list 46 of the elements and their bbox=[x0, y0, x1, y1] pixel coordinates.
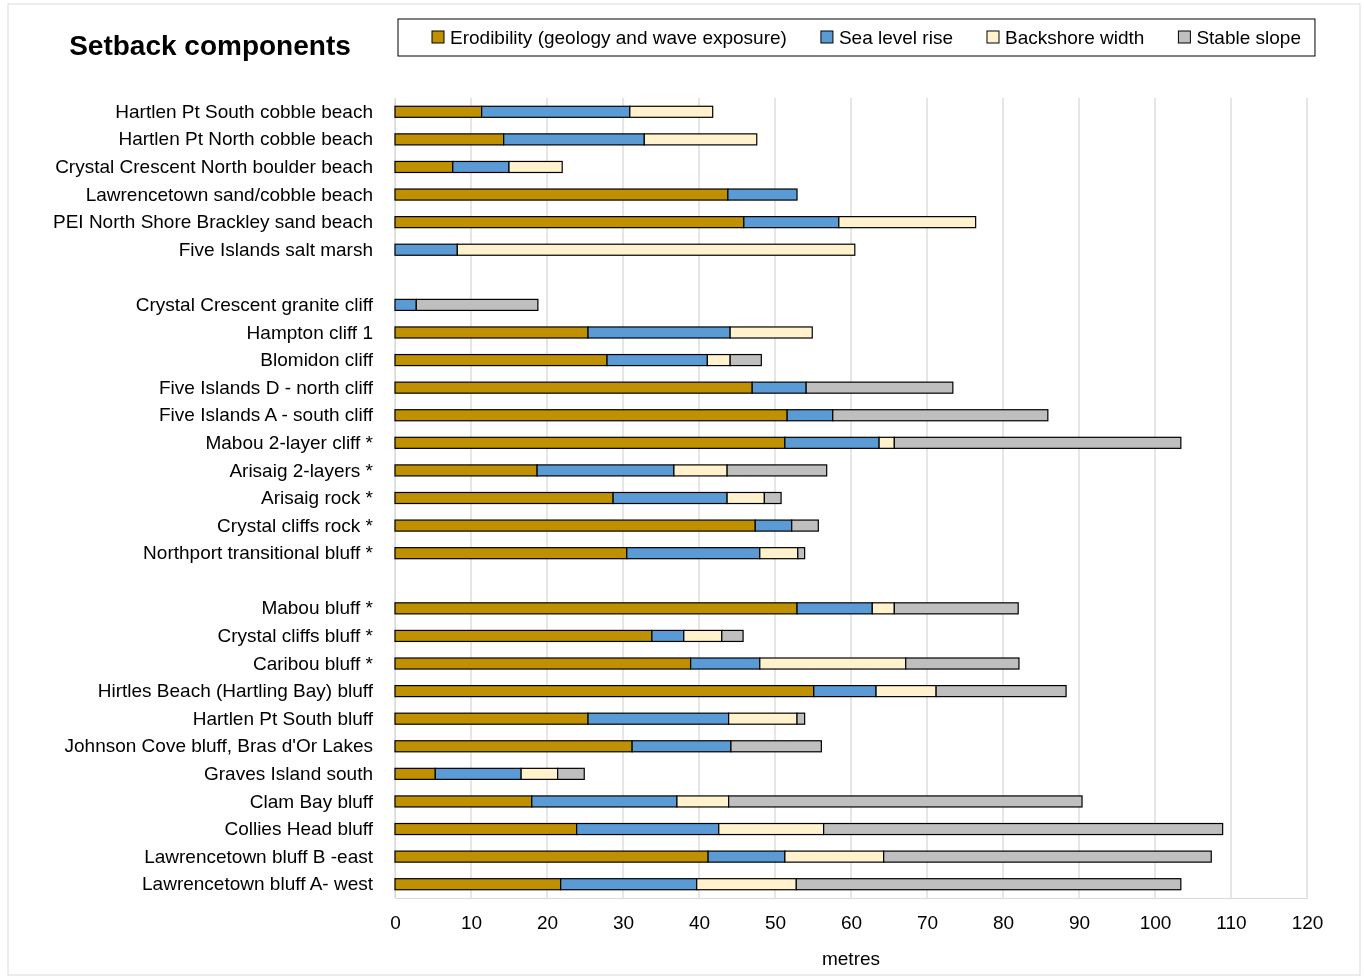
x-axis-title: metres bbox=[821, 948, 881, 969]
y-tick-label: Graves Island south bbox=[204, 762, 373, 784]
y-tick-label: Northport transitional bluff * bbox=[143, 542, 374, 564]
y-tick-label: Hartlen Pt South bluff bbox=[192, 707, 374, 729]
y-tick-label: Lawrencetown bluff B -east bbox=[144, 845, 374, 867]
y-tick-label: Clam Bay bluff bbox=[249, 790, 374, 812]
legend-label: Erodibility (geology and wave exposure) bbox=[450, 27, 787, 48]
x-tick-label: 110 bbox=[1216, 912, 1247, 934]
x-tick-label: 80 bbox=[992, 912, 1015, 934]
y-tick-label: Lawrencetown sand/cobble beach bbox=[85, 183, 373, 205]
x-tick-label: 120 bbox=[1291, 912, 1324, 934]
x-tick-label: 60 bbox=[840, 912, 863, 934]
y-tick-label: Johnson Cove bluff, Bras d'Or Lakes bbox=[64, 735, 373, 757]
x-tick-label: 10 bbox=[460, 912, 483, 934]
x-tick-label: 0 bbox=[390, 912, 401, 934]
x-tick-label: 30 bbox=[612, 912, 635, 934]
y-tick-label: Hartlen Pt South cobble beach bbox=[115, 100, 373, 122]
y-tick-label: Crystal Crescent granite cliff bbox=[135, 293, 374, 315]
y-tick-label: Collies Head bluff bbox=[224, 818, 374, 840]
y-tick-label: Caribou bluff * bbox=[252, 652, 374, 674]
y-tick-label: Crystal cliffs bluff * bbox=[217, 625, 374, 647]
y-tick-label: Mabou bluff * bbox=[261, 597, 374, 619]
legend-label: Stable slope bbox=[1196, 27, 1301, 48]
y-tick-label: Crystal Crescent North boulder beach bbox=[55, 156, 373, 178]
y-tick-label: Five Islands D - north cliff bbox=[158, 376, 374, 398]
y-tick-label: Mabou 2-layer cliff * bbox=[205, 431, 374, 453]
x-tick-label: 50 bbox=[764, 912, 787, 934]
y-tick-label: Arisaig rock * bbox=[261, 487, 374, 509]
chart-title: Setback components bbox=[69, 30, 351, 61]
y-tick-label: Crystal cliffs rock * bbox=[217, 514, 374, 536]
legend-label: Sea level rise bbox=[838, 27, 953, 48]
x-tick-label: 100 bbox=[1139, 912, 1172, 934]
y-tick-label: Hampton cliff 1 bbox=[246, 321, 373, 343]
x-tick-label: 20 bbox=[536, 912, 559, 934]
legend-label: Backshore width bbox=[1004, 27, 1145, 48]
x-tick-label: 70 bbox=[916, 912, 939, 934]
y-tick-label: Five Islands salt marsh bbox=[178, 238, 373, 260]
x-tick-label: 40 bbox=[688, 912, 711, 934]
y-tick-label: Blomidon cliff bbox=[260, 349, 374, 371]
y-tick-label: Lawrencetown bluff A- west bbox=[142, 873, 374, 895]
x-tick-label: 90 bbox=[1068, 912, 1091, 934]
y-tick-label: Five Islands A - south cliff bbox=[158, 404, 374, 426]
y-tick-label: Hirtles Beach (Hartling Bay) bluff bbox=[97, 680, 374, 702]
y-tick-label: Hartlen Pt North cobble beach bbox=[118, 128, 373, 150]
y-tick-label: Arisaig 2-layers * bbox=[229, 459, 374, 481]
y-tick-label: PEI North Shore Brackley sand beach bbox=[52, 211, 373, 233]
